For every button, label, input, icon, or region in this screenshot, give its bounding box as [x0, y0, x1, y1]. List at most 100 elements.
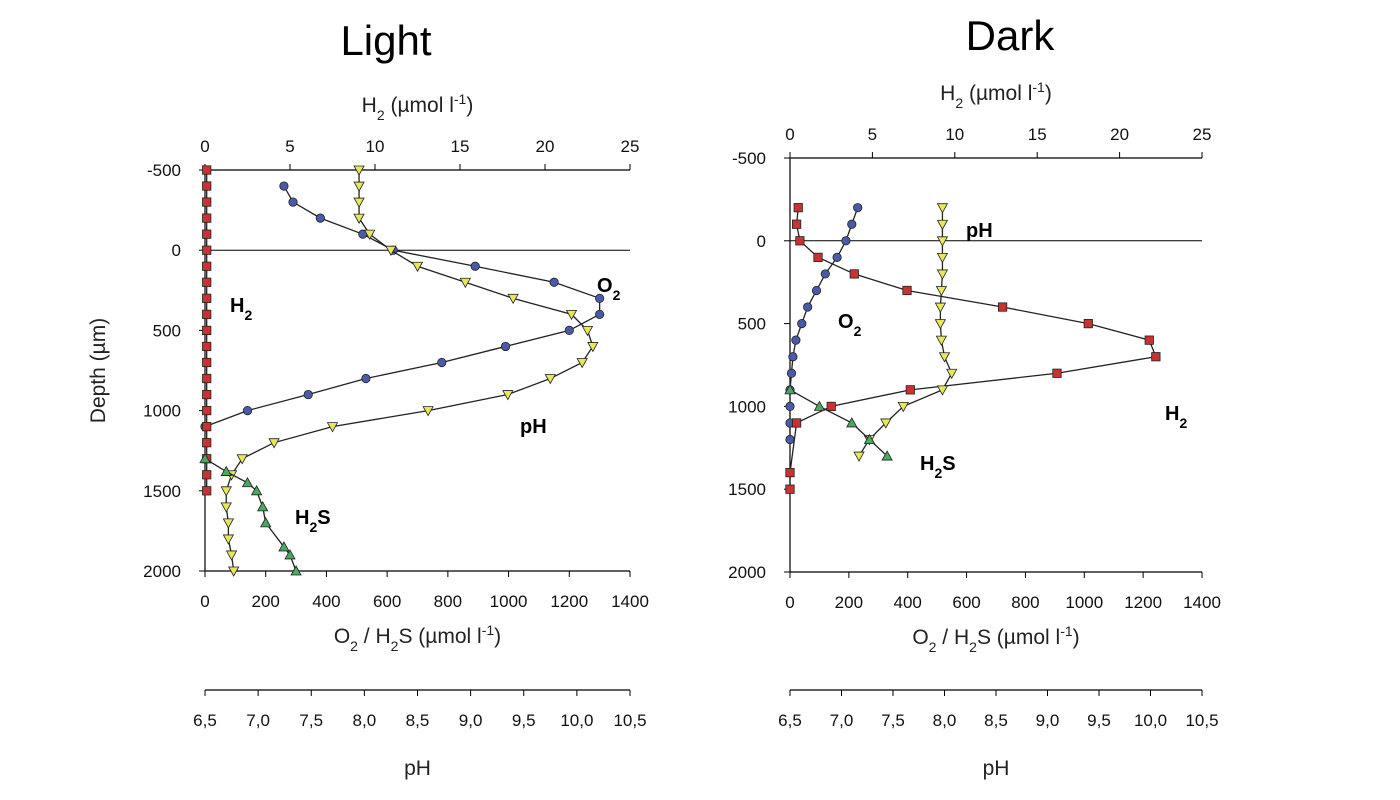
data-point-ph: [353, 213, 365, 224]
data-point-ph: [936, 203, 949, 214]
x-tick-label: 400: [312, 592, 340, 611]
data-point-h2s: [846, 417, 858, 428]
x2-tick-label: 25: [1193, 125, 1212, 144]
data-point-h2: [202, 197, 212, 207]
data-point-o2: [820, 269, 830, 279]
y-tick-label: 0: [757, 232, 766, 251]
data-point-ph: [880, 418, 892, 429]
series-o2: [200, 181, 605, 432]
data-point-h2s: [813, 400, 826, 411]
ph-tick-label: 9,5: [512, 711, 536, 730]
data-point-h2: [795, 236, 805, 246]
data-point-h2s: [250, 484, 263, 496]
data-point-h2: [791, 219, 802, 229]
data-point-h2: [849, 269, 859, 279]
data-point-o2: [785, 401, 795, 411]
series-line-h2s: [789, 389, 888, 457]
data-point-h2: [202, 373, 212, 384]
data-point-ph: [934, 319, 947, 330]
x-tick-label: 1000: [1065, 593, 1103, 612]
data-point-h2: [202, 213, 212, 223]
data-point-ph: [934, 302, 947, 313]
data-point-h2: [202, 277, 212, 287]
series-ph: [853, 203, 958, 462]
ph-tick-label: 8,5: [406, 711, 430, 730]
ph-tick-label: 7,5: [881, 711, 905, 730]
data-point-h2: [793, 203, 803, 213]
data-point-ph: [236, 454, 248, 465]
data-point-o2: [361, 373, 371, 384]
x2-tick-label: 0: [200, 137, 209, 156]
data-point-ph: [853, 451, 865, 462]
data-point-o2: [437, 357, 447, 368]
series-label-o2: O2: [838, 311, 862, 339]
x-tick-label: 200: [252, 592, 280, 611]
data-point-ph: [459, 277, 471, 289]
data-point-ph: [576, 358, 588, 369]
data-point-ph: [222, 518, 235, 529]
data-point-o2: [470, 261, 480, 271]
y-tick-label: -500: [147, 161, 181, 180]
panel-title: Light: [340, 17, 431, 64]
data-point-h2s: [881, 450, 893, 461]
data-point-o2: [832, 252, 842, 262]
x2-tick-label: 5: [868, 125, 877, 144]
y-tick-label: 0: [172, 241, 181, 260]
data-point-h2: [791, 418, 802, 428]
data-point-o2: [841, 236, 851, 246]
data-point-h2: [997, 302, 1008, 312]
data-point-o2: [564, 325, 574, 335]
x2-tick-label: 0: [785, 125, 794, 144]
data-point-h2: [1144, 335, 1154, 345]
ph-tick-label: 10,0: [1134, 711, 1167, 730]
data-point-ph: [936, 385, 949, 396]
data-point-h2s: [256, 501, 269, 512]
data-point-ph: [935, 286, 948, 297]
series-label-h2: H2: [230, 295, 252, 323]
data-point-ph: [936, 269, 949, 280]
x-tick-label: 800: [434, 592, 462, 611]
x2-tick-label: 20: [536, 137, 555, 156]
data-point-ph: [225, 550, 238, 561]
series-h2: [785, 203, 1161, 494]
panel-title: Dark: [966, 12, 1056, 59]
x2-tick-label: 15: [451, 137, 470, 156]
ph-tick-label: 10,5: [1185, 711, 1218, 730]
data-point-h2s: [863, 433, 876, 444]
x-tick-label: 800: [1011, 593, 1039, 612]
data-point-ph: [228, 566, 240, 577]
ph-tick-label: 6,5: [193, 711, 217, 730]
series-h2s: [784, 384, 893, 461]
y-axis-title: Depth (µm): [87, 318, 110, 423]
data-point-h2: [202, 341, 212, 352]
ph-tick-label: 9,0: [459, 711, 483, 730]
data-point-h2s: [784, 384, 796, 395]
data-point-ph: [936, 219, 949, 231]
ph-tick-label: 10,0: [560, 711, 593, 730]
ph-tick-label: 7,5: [299, 711, 323, 730]
data-point-ph: [422, 406, 434, 417]
x2-axis-title: H2 (µmol l-1): [362, 91, 474, 123]
data-point-o2: [595, 293, 605, 303]
data-point-o2: [853, 203, 863, 213]
series-label-ph: pH: [966, 220, 993, 242]
data-point-o2: [788, 352, 798, 362]
series-ph: [220, 165, 599, 577]
data-point-h2: [905, 385, 915, 395]
x2-tick-label: 10: [366, 137, 385, 156]
data-point-ph: [353, 181, 365, 192]
x-tick-label: 1400: [1183, 593, 1221, 612]
ph-tick-label: 8,5: [984, 711, 1008, 730]
ph-tick-label: 7,0: [246, 711, 270, 730]
data-point-o2: [595, 309, 605, 319]
series-line-h2: [789, 207, 1157, 490]
data-point-h2: [813, 252, 823, 262]
data-point-ph: [544, 374, 556, 385]
data-point-h2: [826, 401, 836, 412]
y-tick-label: 1000: [143, 402, 181, 421]
x-tick-label: 600: [952, 593, 980, 612]
data-point-h2: [202, 325, 212, 336]
data-point-h2: [202, 309, 212, 319]
